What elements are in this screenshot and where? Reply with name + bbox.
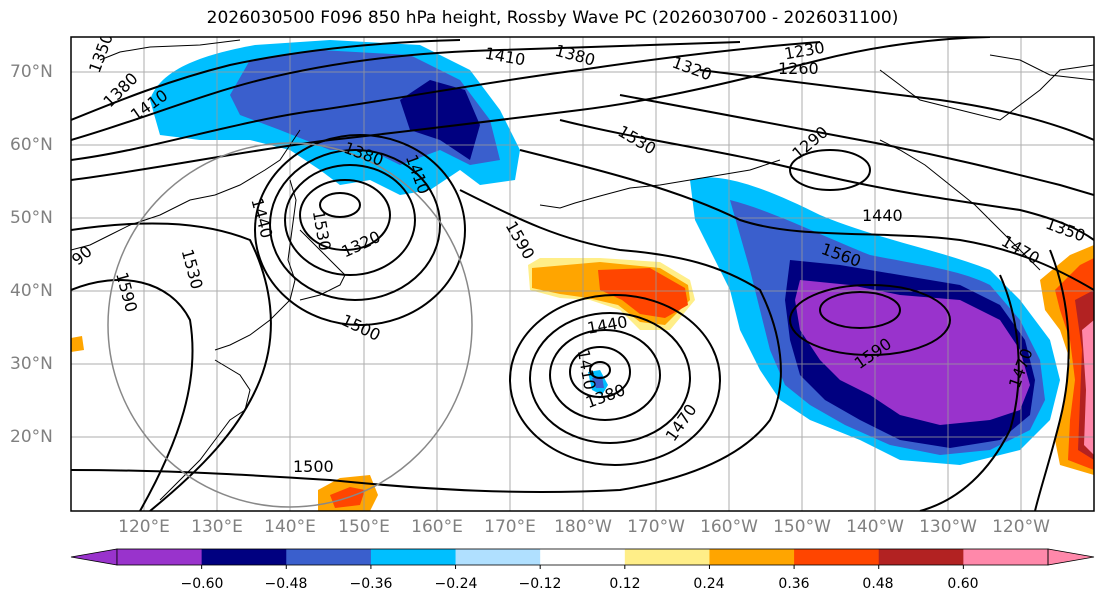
colorbar-tick: 0.36	[778, 576, 810, 592]
colorbar-tick: 0.24	[693, 576, 725, 592]
lon-label: 130°E	[191, 517, 243, 537]
colorbar-tick: 0.60	[947, 576, 979, 592]
lon-label: 140°W	[846, 517, 904, 537]
map-title: 2026030500 F096 850 hPa height, Rossby W…	[206, 8, 899, 28]
colorbar-tick: −0.24	[434, 576, 478, 592]
lon-label: 150°W	[773, 517, 831, 537]
contour-label: 1500	[293, 457, 334, 476]
lon-label: 140°E	[264, 517, 316, 537]
lon-label: 180°W	[554, 517, 612, 537]
anomaly-shading	[71, 40, 1094, 511]
lat-label-50n: 50°N	[10, 208, 53, 228]
projection-circle	[107, 142, 473, 508]
lon-label: 170°W	[627, 517, 685, 537]
colorbar-tick: −0.12	[518, 576, 562, 592]
contour-label: 1260	[778, 59, 819, 78]
colorbar-tick: −0.60	[180, 576, 224, 592]
lat-label-30n: 30°N	[10, 354, 53, 374]
lon-label: 170°E	[484, 517, 536, 537]
lon-label: 130°W	[919, 517, 977, 537]
lat-label-40n: 40°N	[10, 281, 53, 301]
height-contours	[71, 37, 1094, 511]
lon-label: 120°E	[118, 517, 170, 537]
lon-label: 120°W	[992, 517, 1050, 537]
colorbar-tick: 0.12	[609, 576, 641, 592]
colorbar-tick: −0.36	[349, 576, 393, 592]
lat-label-70n: 70°N	[10, 62, 53, 82]
coastlines	[71, 39, 1094, 501]
colorbar-tick: −0.48	[264, 576, 308, 592]
lon-label: 160°E	[411, 517, 463, 537]
lat-label-20n: 20°N	[10, 427, 53, 447]
lon-label: 160°W	[700, 517, 758, 537]
colorbar-tick: 0.48	[862, 576, 894, 592]
lat-label-60n: 60°N	[10, 135, 53, 155]
contour-label: 1440	[862, 206, 903, 225]
lon-label: 150°E	[338, 517, 390, 537]
